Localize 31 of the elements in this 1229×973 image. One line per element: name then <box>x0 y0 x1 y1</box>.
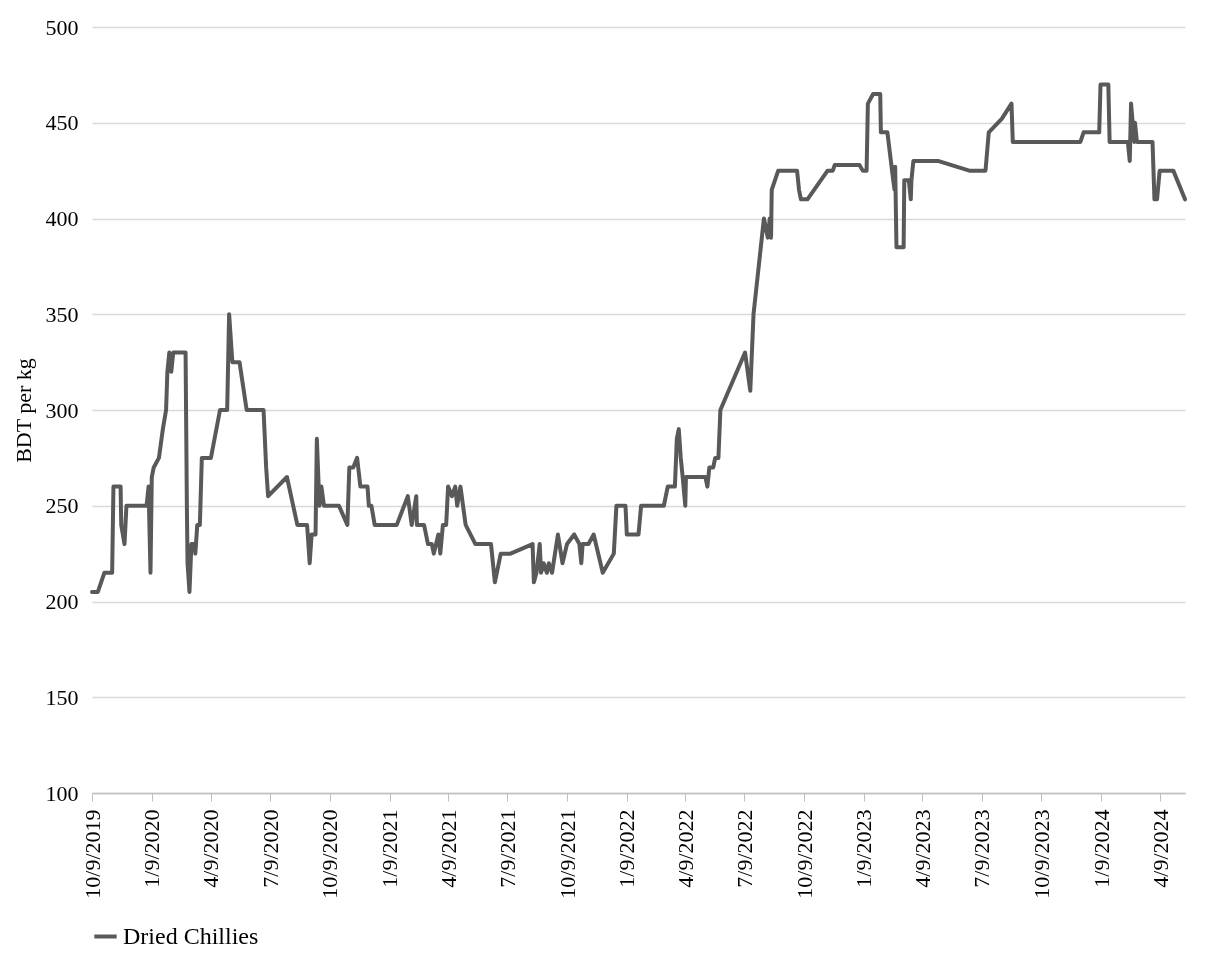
x-tick-label: 1/9/2020 <box>139 809 165 888</box>
y-tick-label: 450 <box>45 110 79 136</box>
x-tick-label: 1/9/2023 <box>851 809 877 888</box>
x-tick-label: 7/9/2021 <box>494 809 520 888</box>
x-tick-label: 1/9/2021 <box>377 809 403 888</box>
x-tick-label: 7/9/2023 <box>969 809 995 888</box>
x-tick-label: 4/9/2020 <box>198 809 224 888</box>
y-tick-label: 100 <box>45 780 79 806</box>
line-series <box>90 82 1187 594</box>
x-tick-label: 10/9/2023 <box>1028 809 1054 899</box>
x-tick-label: 4/9/2023 <box>909 809 935 888</box>
legend-label: Dried Chillies <box>123 922 259 949</box>
x-tick-label: 10/9/2021 <box>554 809 580 899</box>
y-tick-label: 150 <box>45 684 79 710</box>
x-tick-label: 10/9/2022 <box>791 809 817 899</box>
x-tick-label: 4/9/2022 <box>672 809 698 888</box>
x-tick-label: 4/9/2024 <box>1147 809 1173 888</box>
x-tick-label: 7/9/2020 <box>257 809 283 888</box>
y-tick-label: 200 <box>45 589 79 614</box>
y-tick-label: 400 <box>45 206 79 231</box>
y-tick-label: 300 <box>45 397 79 423</box>
y-tick-label: 350 <box>45 301 79 327</box>
x-tick-label: 1/9/2022 <box>614 809 640 888</box>
x-tick-label: 4/9/2021 <box>435 809 461 888</box>
x-tick-label: 7/9/2022 <box>731 809 757 888</box>
y-tick-label: 250 <box>45 493 79 519</box>
x-tick-label: 1/9/2024 <box>1088 809 1114 888</box>
x-tick-label: 10/9/2020 <box>317 809 343 899</box>
x-tick-label: 10/9/2019 <box>79 809 105 899</box>
y-tick-label: 500 <box>45 14 79 40</box>
y-axis-title: BDT per kg <box>10 358 36 463</box>
